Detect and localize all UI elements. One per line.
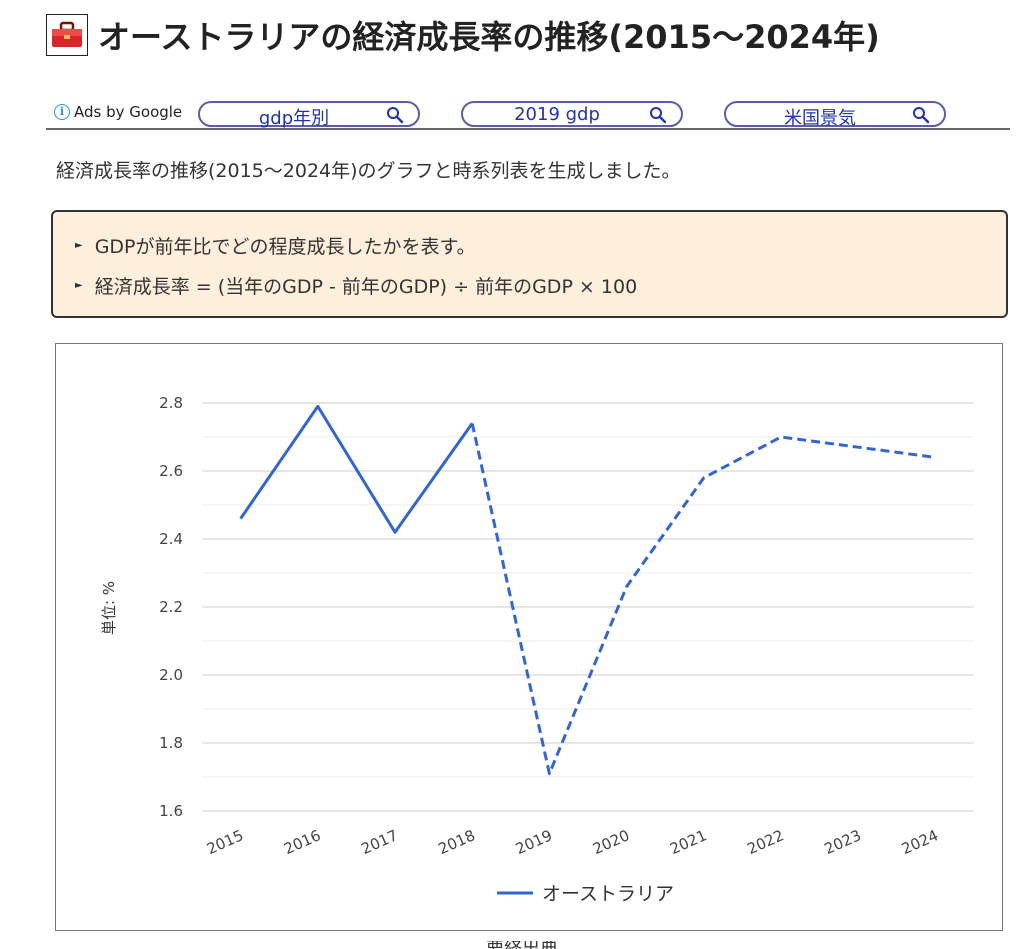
y-tick-label: 2.2 [159,598,183,616]
ads-label[interactable]: i Ads by Google [54,103,182,121]
y-axis-label: 単位: % [100,581,118,635]
chart-frame: 1.6 1.8 2.0 2.2 2.4 2.6 2.8 2015 2016 2017 2018 20… [55,343,1003,931]
series-line-solid [239,404,474,534]
chart-series [239,404,936,776]
ad-search-pill-1[interactable]: gdp年別 [198,101,420,129]
x-tick-label: 2019 [513,826,555,858]
x-tick-label: 2015 [204,826,246,858]
title-row: オーストラリアの経済成長率の推移(2015～2024年) [46,10,880,60]
y-tick-label: 2.6 [159,462,183,480]
legend-label: オーストラリア [542,883,674,905]
chevron-right-icon: ► [75,240,83,251]
ads-label-text: Ads by Google [74,103,183,121]
footer-partial-text: 要経出典 [486,941,558,949]
ad-search-pill-3[interactable]: 米国景気 [724,101,946,129]
info-box: ► GDPが前年比でどの程度成長したかを表す。 ► 経済成長率 = (当年のGD… [51,210,1008,318]
x-tick-label: 2024 [899,826,941,858]
chart-legend: オーストラリア [497,883,674,905]
x-tick-label: 2023 [822,826,864,858]
search-icon [650,107,667,124]
x-tick-label: 2016 [281,826,323,858]
y-tick-label: 1.8 [159,734,183,752]
intro-text: 経済成長率の推移(2015～2024年)のグラフと時系列表を生成しました。 [56,160,681,182]
chart-gridlines [202,402,974,812]
info-bullet-text: 経済成長率 = (当年のGDP - 前年のGDP) ÷ 前年のGDP × 100 [94,276,638,298]
ad-search-pill-2[interactable]: 2019 gdp [461,101,683,127]
x-tick-label: 2020 [590,826,632,858]
y-tick-label: 2.8 [159,394,183,412]
series-line-dashed [470,423,936,776]
ad-pill-label: 米国景気 [784,108,856,129]
x-tick-label: 2018 [436,826,478,858]
ads-bar: i Ads by Google gdp年別 2019 gdp 米国景気 [46,98,1010,130]
page-title: オーストラリアの経済成長率の推移(2015～2024年) [98,18,880,56]
search-icon [913,107,930,124]
ad-pill-label: gdp年別 [258,108,330,129]
x-tick-label: 2017 [358,826,400,858]
y-tick-label: 2.0 [159,666,183,684]
info-bullet-2: ► 経済成長率 = (当年のGDP - 前年のGDP) ÷ 前年のGDP × 1… [75,272,637,299]
search-icon [387,107,404,124]
info-bullet-text: GDPが前年比でどの程度成長したかを表す。 [94,236,476,258]
chevron-right-icon: ► [75,280,83,291]
info-icon[interactable]: i [54,104,70,120]
ad-pill-label: 2019 gdp [514,104,600,125]
toolbox-icon [46,14,88,56]
x-tick-label: 2022 [744,826,786,858]
y-tick-label: 1.6 [159,802,183,820]
y-tick-label: 2.4 [159,530,183,548]
growth-rate-chart: 1.61.82.02.22.42.62.8 2015 2016 2017 2018 20… [100,394,974,905]
x-tick-label: 2021 [667,826,709,858]
chart-y-ticks: 1.6 1.8 2.0 2.2 2.4 2.6 2.8 [159,394,183,820]
info-bullet-1: ► GDPが前年比でどの程度成長したかを表す。 [75,232,476,259]
chart-x-ticks: 2015 2016 2017 2018 2019 2020 2021 2022 2023 2024 [204,826,941,858]
